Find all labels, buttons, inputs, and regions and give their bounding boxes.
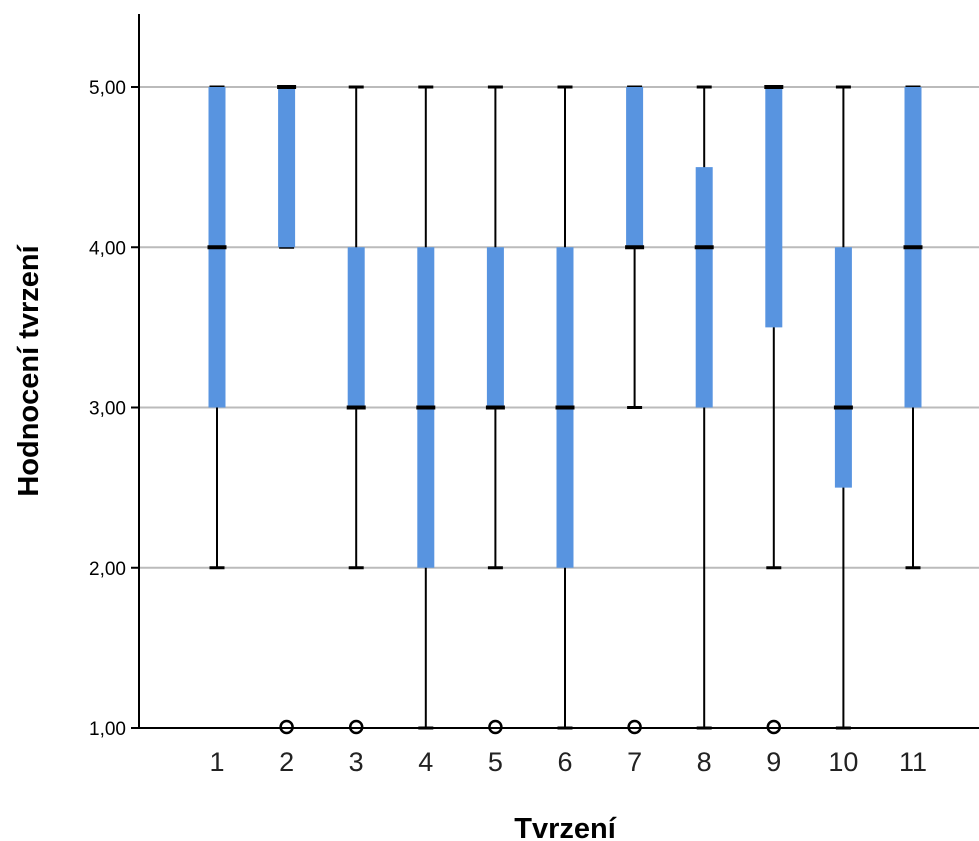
x-tick-label: 2 <box>279 747 294 777</box>
y-axis-title: Hodnocení tvrzení <box>13 244 45 496</box>
iqr-box <box>626 87 644 248</box>
y-tick-labels: 1,00 2,00 3,00 4,00 5,00 <box>89 78 139 740</box>
x-tick-label: 11 <box>899 747 927 777</box>
iqr-box <box>695 167 713 408</box>
box-item <box>903 85 923 570</box>
box-item <box>346 85 366 735</box>
x-tick-label: 8 <box>697 747 712 777</box>
box-item <box>694 85 714 730</box>
x-tick-label: 3 <box>349 747 364 777</box>
iqr-box <box>765 87 783 328</box>
axes <box>138 14 979 729</box>
box-series <box>207 85 923 735</box>
y-tick-label: 4,00 <box>89 238 126 259</box>
y-tick-label: 3,00 <box>89 399 126 420</box>
box-item <box>207 85 227 570</box>
y-tick-label: 1,00 <box>89 719 126 740</box>
x-tick-label: 7 <box>627 747 642 777</box>
x-tick-label: 5 <box>488 747 503 777</box>
x-tick-label: 4 <box>418 747 433 777</box>
x-tick-label: 6 <box>557 747 572 777</box>
box-item <box>625 85 645 735</box>
box-item <box>833 85 853 730</box>
box-item <box>555 85 575 730</box>
x-tick-labels: 1 2 3 4 5 6 7 8 9 10 11 <box>209 747 927 777</box>
x-tick-label: 10 <box>828 747 858 777</box>
iqr-box <box>347 247 365 408</box>
y-tick-label: 2,00 <box>89 559 126 580</box>
iqr-box <box>834 247 852 488</box>
iqr-box <box>278 87 296 248</box>
x-axis-title: Tvrzení <box>514 813 616 841</box>
box-item <box>277 85 297 735</box>
box-item <box>416 85 436 730</box>
x-tick-label: 9 <box>766 747 781 777</box>
y-tick-label: 5,00 <box>89 78 126 99</box>
iqr-box <box>486 247 504 408</box>
x-tick-label: 1 <box>209 747 224 777</box>
box-item <box>764 85 784 735</box>
box-item <box>485 85 505 735</box>
